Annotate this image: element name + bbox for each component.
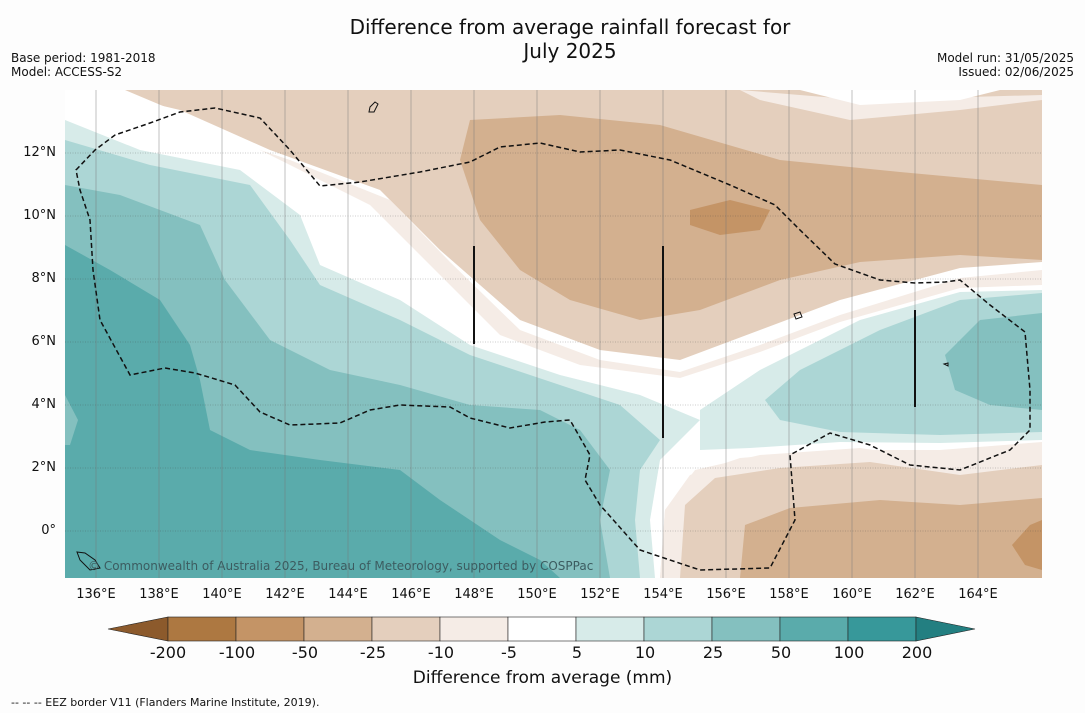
contour-50-east (945, 313, 1042, 410)
colorbar (107, 616, 976, 642)
colorbar-tick: 50 (770, 643, 792, 662)
colorbar-label: Difference from average (mm) (412, 668, 673, 688)
lat-label: 12°N (23, 145, 56, 160)
copyright-notice: © Commonwealth of Australia 2025, Bureau… (88, 559, 594, 573)
colorbar-swatch (371, 616, 441, 642)
contour-neg50 (690, 200, 770, 235)
colorbar-tick: 25 (702, 643, 724, 662)
lon-label: 154°E (643, 587, 683, 602)
contour-neg100-se (1012, 520, 1042, 570)
map-title-line1: Difference from average rainfall forecas… (349, 15, 791, 39)
lat-label: 4°N (31, 397, 57, 412)
lon-label: 140°E (202, 587, 242, 602)
lon-label: 150°E (517, 587, 557, 602)
colorbar-tick: 100 (833, 643, 865, 662)
colorbar-swatch (575, 616, 645, 642)
colorbar-tick: 10 (634, 643, 656, 662)
colorbar-swatch (643, 616, 713, 642)
map-title-line2: July 2025 (523, 39, 617, 63)
anomaly-field (65, 90, 1042, 578)
lon-label: 162°E (895, 587, 935, 602)
eez-legend-note: -- -- -- EEZ border V11 (Flanders Marine… (11, 696, 320, 709)
contour-100-w (65, 395, 78, 445)
lat-label: 2°N (31, 460, 57, 475)
colorbar-tick: 200 (901, 643, 933, 662)
lat-label: 6°N (31, 334, 57, 349)
dateline-segments (473, 246, 916, 438)
model-run-label: Model run: 31/05/2025 (936, 51, 1074, 65)
lon-label: 138°E (139, 587, 179, 602)
colorbar-swatch (847, 616, 917, 642)
colorbar-tick: -100 (218, 643, 256, 662)
lat-label: 8°N (31, 271, 57, 286)
meridians (95, 90, 979, 578)
lon-label: 148°E (454, 587, 494, 602)
contour-100 (65, 245, 560, 578)
model-label: Model: ACCESS-S2 (11, 65, 123, 79)
contour-neg50-se (740, 498, 1042, 578)
colorbar-tick: -50 (291, 643, 319, 662)
colorbar-swatch (167, 616, 237, 642)
colorbar-tick: -10 (427, 643, 455, 662)
lon-label: 142°E (265, 587, 305, 602)
lon-label: 158°E (769, 587, 809, 602)
colorbar-swatch (303, 616, 373, 642)
colorbar-tick: 5 (571, 643, 583, 662)
colorbar-tick: -5 (501, 643, 517, 662)
lon-label: 160°E (832, 587, 872, 602)
issued-label: Issued: 02/06/2025 (958, 65, 1074, 79)
colorbar-tick: -25 (359, 643, 387, 662)
colorbar-swatch (235, 616, 305, 642)
lon-label: 136°E (76, 587, 116, 602)
colorbar-tick: -200 (149, 643, 187, 662)
lon-label: 146°E (391, 587, 431, 602)
colorbar-swatch (711, 616, 781, 642)
colorbar-swatch (507, 616, 577, 642)
lat-label: 0° (41, 523, 56, 538)
base-period-label: Base period: 1981-2018 (11, 51, 156, 65)
contour-neg5-top (800, 90, 1000, 105)
eez-border (75, 107, 1031, 571)
islands (76, 101, 949, 571)
graticule (65, 152, 1042, 532)
lon-label: 164°E (958, 587, 998, 602)
colorbar-swatch (779, 616, 849, 642)
lat-label: 10°N (23, 208, 56, 223)
colorbar-swatch (439, 616, 509, 642)
lon-label: 152°E (580, 587, 620, 602)
lon-label: 156°E (706, 587, 746, 602)
colorbar-arrow-low (107, 616, 169, 642)
lon-label: 144°E (328, 587, 368, 602)
colorbar-arrow-high (915, 616, 976, 642)
